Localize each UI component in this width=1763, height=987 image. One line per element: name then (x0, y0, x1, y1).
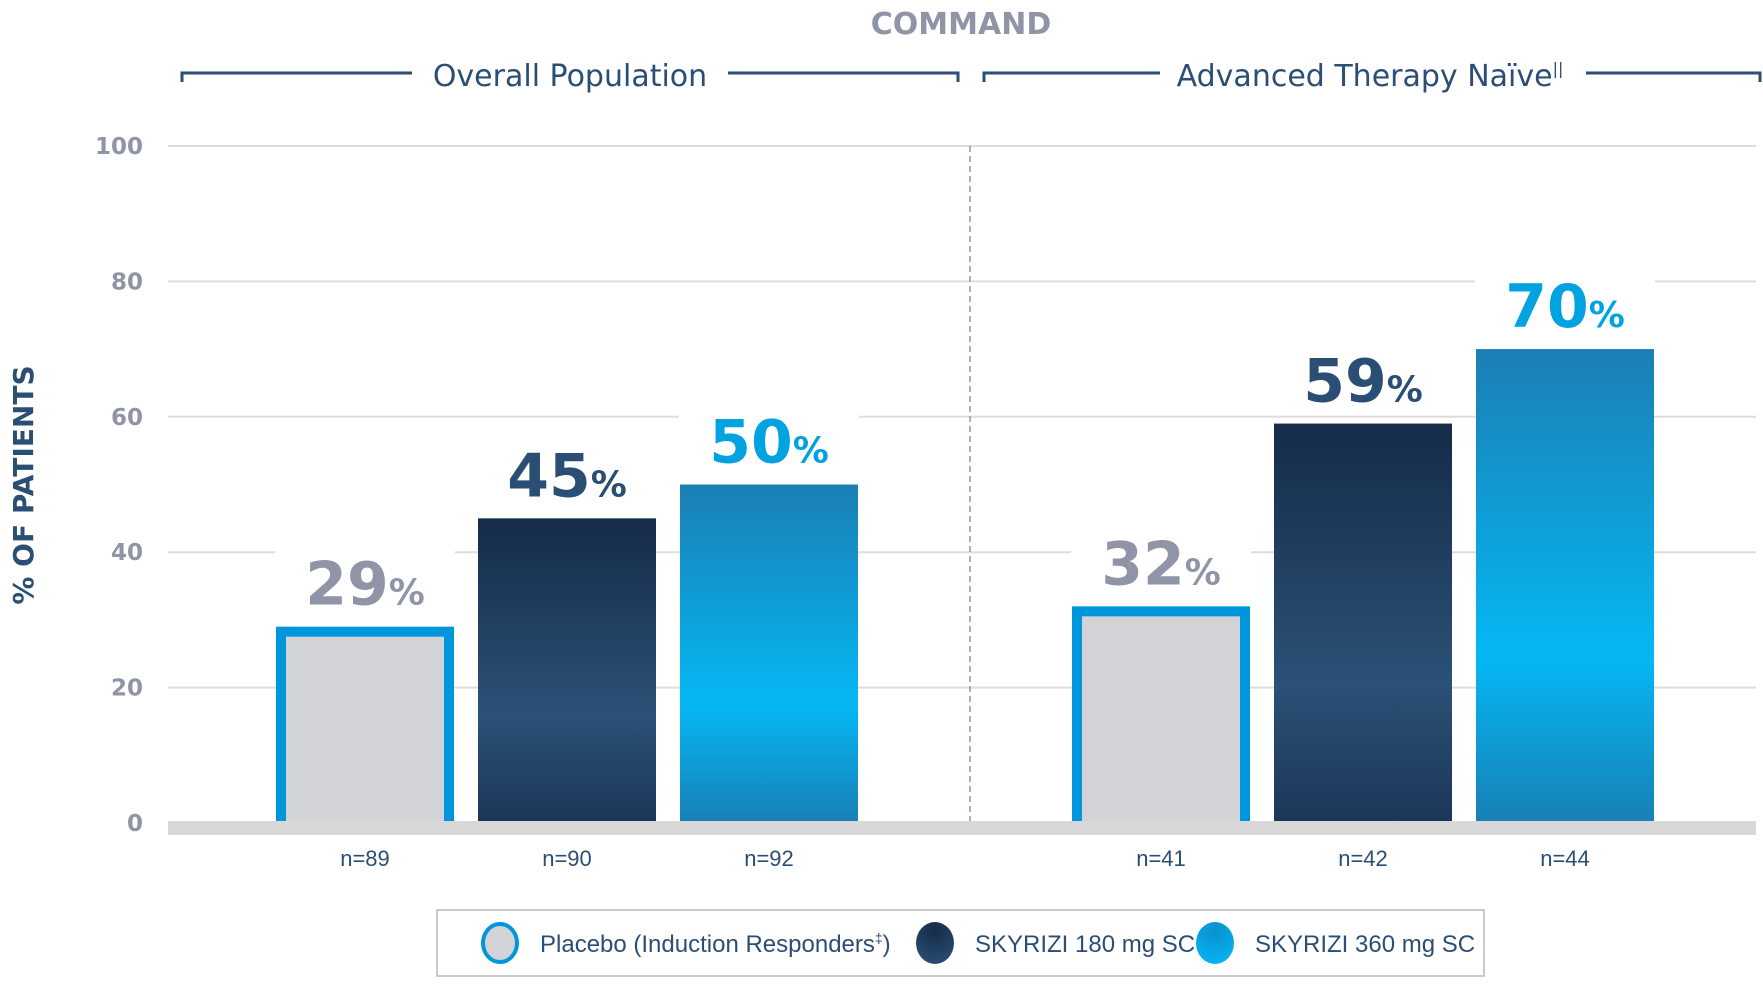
legend-name: Placebo (Induction Responders (540, 931, 875, 958)
value-number: 29 (305, 550, 389, 620)
chart-title: COMMAND (871, 7, 1051, 42)
y-tick-80: 80 (111, 269, 143, 295)
bar-overall-s180-label-bg (477, 440, 657, 507)
bar-naive-placebo (1082, 616, 1240, 823)
bar-naive-placebo-n-label: n=41 (1136, 846, 1186, 871)
bar-overall-s360-label-bg (679, 406, 859, 473)
legend-sup: ‡ (875, 930, 883, 946)
bar-naive-s360 (1476, 349, 1654, 823)
bar-overall-s180 (478, 518, 656, 823)
bar-naive-s360-label-bg (1475, 271, 1655, 338)
value-percent: % (389, 573, 425, 614)
y-tick-0: 0 (127, 811, 143, 837)
y-tick-60: 60 (111, 405, 143, 431)
legend-name: SKYRIZI 180 mg SC (975, 931, 1195, 958)
bar-overall-placebo-value-label: 29% (305, 550, 425, 620)
bar-naive-placebo-label-bg (1071, 528, 1251, 595)
value-number: 70 (1505, 272, 1589, 342)
bar-overall-s180-value-label: 45% (507, 441, 627, 511)
y-axis-label: % OF PATIENTS (7, 365, 40, 604)
y-tick-20: 20 (111, 676, 143, 702)
value-labels: 29%45%50%32%59%70% (275, 271, 1655, 620)
bar-naive-s180-n-label: n=42 (1338, 846, 1388, 871)
legend-swatch-placebo (481, 922, 519, 964)
group-label-naive: Advanced Therapy Naïve|| (1177, 59, 1564, 94)
bar-overall-placebo-label-bg (275, 548, 455, 615)
value-percent: % (591, 464, 627, 505)
bar-naive-s180 (1274, 423, 1452, 823)
bracket-right-line (1586, 71, 1762, 82)
bar-overall-s360 (680, 484, 858, 823)
bar-naive-s360-n-label: n=44 (1540, 846, 1590, 871)
value-percent: % (1387, 370, 1423, 411)
value-percent: % (1185, 552, 1221, 593)
legend-suffix: ) (883, 931, 891, 958)
value-number: 50 (709, 408, 793, 478)
bracket-left-line (982, 71, 1160, 82)
bar-naive-s180-label-bg (1273, 345, 1453, 412)
bracket-left-line (180, 71, 412, 82)
value-percent: % (1589, 295, 1625, 336)
value-number: 45 (507, 441, 591, 511)
bar-overall-s360-value-label: 50% (709, 408, 829, 478)
legend-box (436, 909, 1485, 977)
y-tick-40: 40 (111, 540, 143, 566)
group-bracket-naive: Advanced Therapy Naïve|| (982, 59, 1762, 94)
value-number: 32 (1101, 529, 1185, 599)
value-percent: % (793, 431, 829, 472)
baseline (168, 821, 1756, 835)
bar-overall-placebo (286, 636, 444, 823)
bar-overall-placebo-n-label: n=89 (340, 846, 390, 871)
bar-naive-s180-value-label: 59% (1303, 347, 1423, 417)
legend-name: SKYRIZI 360 mg SC (1255, 931, 1475, 958)
group-label-overall: Overall Population (433, 59, 707, 94)
legend: Placebo (Induction Responders‡) SKYRIZI 1… (436, 909, 1485, 977)
n-labels: n=89 n=90 n=92 n=41 n=42 n=44 (340, 846, 1590, 871)
legend-label-placebo: Placebo (Induction Responders‡) (540, 930, 891, 958)
value-number: 59 (1303, 347, 1387, 417)
group-label-naive-sup: || (1553, 59, 1564, 78)
legend-swatch-s180 (916, 922, 954, 964)
y-tick-100: 100 (95, 134, 143, 160)
legend-label-s360: SKYRIZI 360 mg SC (1255, 931, 1475, 958)
bars (276, 349, 1654, 823)
bar-overall-s360-n-label: n=92 (744, 846, 794, 871)
bar-naive-placebo-value-label: 32% (1101, 529, 1221, 599)
y-ticks: 0 20 40 60 80 100 (95, 134, 143, 837)
group-bracket-overall: Overall Population (180, 59, 960, 94)
legend-swatch-s360 (1196, 922, 1234, 964)
group-label-naive-text: Advanced Therapy Naïve (1177, 59, 1553, 94)
bar-naive-s360-value-label: 70% (1505, 272, 1625, 342)
legend-label-s180: SKYRIZI 180 mg SC (975, 931, 1195, 958)
bracket-right-line (728, 71, 960, 82)
bar-overall-s180-n-label: n=90 (542, 846, 592, 871)
